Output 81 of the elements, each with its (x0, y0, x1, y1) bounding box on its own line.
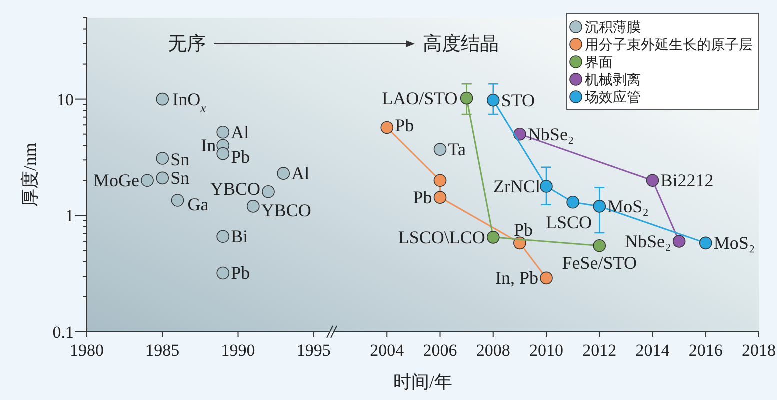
legend-label: 界面 (585, 55, 613, 71)
annotation: YBCO (210, 178, 260, 199)
point (593, 239, 606, 252)
annotation: STO (501, 90, 536, 110)
point (566, 196, 580, 209)
annotation: MoS₂ (714, 233, 756, 254)
x-axis-title: 时间/年 (393, 372, 453, 392)
annotation: Al (292, 164, 310, 184)
annotation: ZrNCl (494, 176, 540, 197)
annotation: Pb (231, 263, 250, 284)
y-tick-label: 0.1 (52, 323, 74, 342)
annotation: NbSe₂ (528, 124, 574, 144)
point (380, 121, 394, 134)
point (141, 174, 154, 188)
x-tick-label: 2008 (476, 341, 510, 360)
annotation: Bi2212 (660, 170, 714, 191)
point (593, 200, 606, 213)
annotation: In, Pb (495, 268, 538, 288)
legend-label: 沉积薄膜 (585, 20, 641, 36)
point (156, 92, 170, 106)
x-tick-label: 2012 (582, 341, 617, 360)
y-tick-label: 1 (66, 206, 74, 226)
annotation: Sn (170, 149, 190, 170)
legend-label: 场效应管 (584, 90, 641, 106)
annotation: Pb (413, 188, 432, 208)
point (540, 272, 553, 285)
annotation: Al (231, 122, 250, 142)
point (216, 266, 230, 280)
annotation: LAO/STO (382, 88, 458, 108)
x-tick-label: 1990 (221, 341, 256, 360)
point (434, 191, 447, 204)
y-axis-title: 厚度/nm (20, 142, 40, 208)
annotation: 高度结晶 (423, 33, 499, 55)
x-tick-label: 1985 (146, 341, 180, 360)
point (486, 94, 500, 107)
x-tick-label: 1980 (70, 341, 104, 360)
annotation: Ga (188, 194, 209, 214)
annotation: 无序 (168, 33, 206, 55)
x-tick-label: 2010 (530, 341, 564, 360)
annotation: Pb (395, 116, 414, 136)
annotation: NbSe₂ (625, 231, 672, 252)
annotation: MoS₂ (608, 196, 649, 216)
annotation: In (201, 136, 216, 156)
annotation: Bi (231, 226, 248, 247)
point (514, 128, 526, 141)
x-tick-label: 2004 (370, 341, 405, 360)
annotation: LSCO (546, 212, 592, 232)
point (216, 147, 230, 160)
annotation: YBCO (261, 200, 312, 220)
point (216, 126, 230, 139)
point (486, 231, 500, 244)
point (460, 92, 474, 105)
point (540, 180, 553, 193)
annotation: Pb (514, 220, 533, 240)
x-tick-label: 2006 (423, 341, 458, 360)
legend-label: 用分子束外延生长的原子层 (585, 38, 753, 54)
point (277, 167, 290, 180)
point (434, 174, 447, 188)
x-tick-label: 1995 (296, 341, 331, 360)
annotation: FeSe/STO (562, 252, 637, 273)
y-tick-label: 10 (57, 90, 74, 110)
x-tick-label: 2016 (688, 341, 723, 360)
point (246, 200, 260, 213)
annotation: Pb (231, 146, 250, 167)
point (434, 143, 447, 156)
point (699, 236, 712, 250)
x-tick-label: 2014 (636, 341, 670, 360)
x-tick-label: 2018 (742, 341, 776, 360)
point (262, 186, 275, 198)
annotation: LSCO\LCO (398, 227, 486, 248)
annotation: Ta (448, 140, 466, 160)
point (216, 230, 230, 244)
point (156, 152, 170, 165)
point (672, 235, 686, 248)
point (646, 174, 660, 188)
annotation: Sn (170, 168, 190, 188)
annotation: MoGe (94, 170, 140, 191)
legend-label: 机械剥离 (585, 72, 641, 88)
point (156, 172, 170, 185)
annotation: InO$_{x}$ (172, 89, 207, 116)
point (171, 194, 184, 207)
